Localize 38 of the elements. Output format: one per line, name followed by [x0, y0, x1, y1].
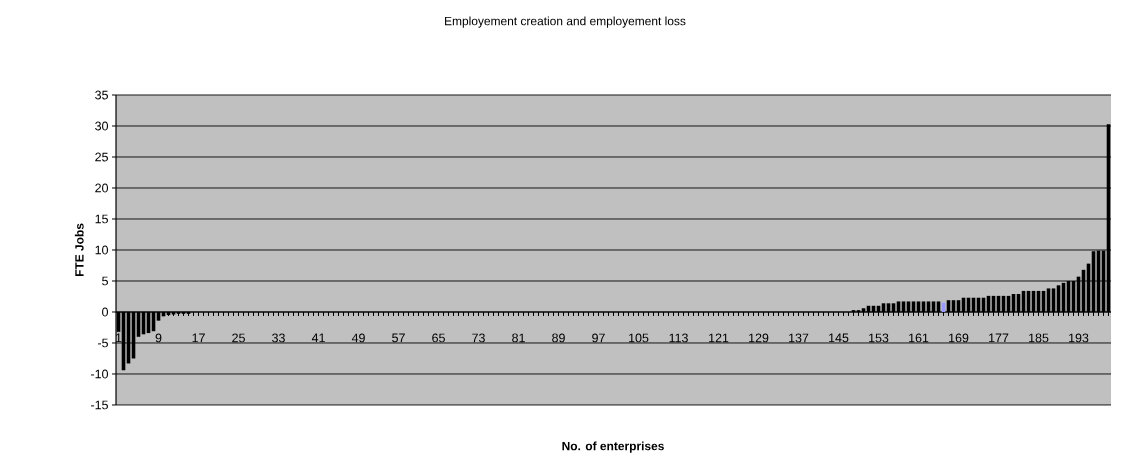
y-tick-label: 5: [102, 276, 108, 286]
y-tick-label: -10: [91, 369, 108, 379]
y-tick-label: -5: [97, 338, 108, 348]
y-tick-label: 20: [95, 183, 108, 193]
x-tick-label: 177: [989, 333, 1009, 343]
x-axis-title: No. of enterprises: [562, 441, 664, 453]
x-tick-label: 9: [155, 333, 162, 343]
x-tick-label: 145: [829, 333, 849, 343]
x-tick-label: 41: [311, 333, 325, 343]
y-tick-label: 10: [95, 245, 108, 255]
x-tick-label: 65: [432, 333, 445, 343]
y-tick-label: 30: [95, 121, 108, 131]
x-tick-label: 105: [629, 333, 649, 343]
chart-title: Employement creation and employement loss: [445, 16, 686, 28]
x-tick-label: 161: [909, 333, 929, 343]
y-tick-label: 0: [102, 307, 108, 317]
y-tick-label: 35: [95, 90, 108, 100]
x-tick-label: 193: [1069, 333, 1089, 343]
y-tick-label: 25: [95, 152, 108, 162]
x-tick-label: 57: [392, 333, 405, 343]
x-tick-label: 73: [472, 333, 485, 343]
y-axis-title: FTE Jobs: [74, 223, 84, 277]
x-tick-label: 97: [592, 333, 605, 343]
y-tick-label: 15: [95, 214, 108, 224]
x-tick-label: 153: [869, 333, 889, 343]
x-tick-label: 185: [1029, 333, 1049, 343]
x-tick-label: 25: [232, 333, 245, 343]
x-tick-label: 81: [512, 333, 525, 343]
x-tick-label: 129: [749, 333, 769, 343]
x-tick-label: 49: [351, 333, 365, 343]
x-tick-label: 113: [669, 333, 688, 343]
x-tick-label: 169: [949, 333, 969, 343]
x-tick-label: 17: [192, 333, 205, 343]
x-tick-label: 121: [709, 333, 729, 343]
y-tick-label: -15: [91, 400, 108, 410]
x-tick-label: 33: [272, 333, 285, 343]
x-tick-label: 89: [552, 333, 565, 343]
x-tick-label: 137: [789, 333, 809, 343]
